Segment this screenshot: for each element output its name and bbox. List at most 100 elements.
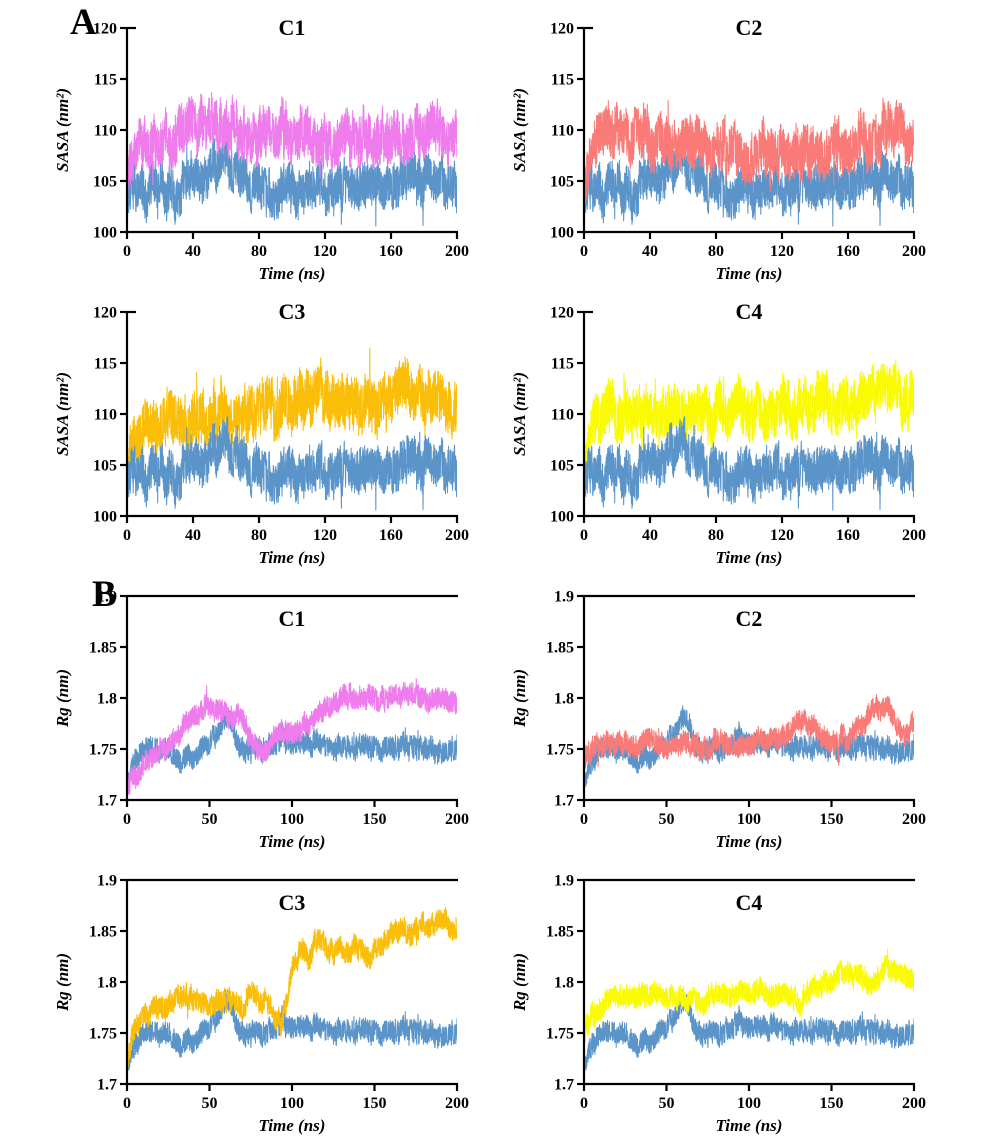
y-axis-label: Rg (nm): [53, 669, 72, 728]
y-tick-label: 120: [93, 21, 117, 38]
x-tick-label: 80: [708, 527, 724, 544]
series-group: [584, 948, 914, 1071]
x-axis-label: Time (ns): [259, 832, 326, 851]
x-tick-label: 100: [280, 1095, 304, 1112]
y-tick-label: 110: [94, 123, 117, 140]
chart-A-C4: 0 40 80 120 160 200 100 105 110 115 120 Time (ns) SA…: [499, 286, 944, 570]
x-tick-label: 200: [902, 527, 926, 544]
chart-canvas-B-C1: 0 50 100 150 200 1.7 1.75 1.8 1.85 1.9 Time (ns) Rg…: [53, 589, 469, 852]
y-tick-label: 1.85: [546, 640, 574, 657]
x-tick-label: 50: [659, 1095, 675, 1112]
chart-title: C2: [736, 15, 763, 40]
x-tick-label: 200: [902, 811, 926, 828]
x-tick-label: 200: [902, 243, 926, 260]
x-tick-label: 0: [580, 243, 588, 260]
y-tick-label: 1.7: [554, 1077, 574, 1094]
x-axis-label: Time (ns): [259, 264, 326, 283]
series-group: [127, 677, 457, 796]
x-axis-label: Time (ns): [716, 832, 783, 851]
x-axis-label: Time (ns): [259, 548, 326, 567]
chart-title: C4: [736, 299, 763, 324]
y-axis-label: SASA (nm²): [510, 88, 529, 172]
x-tick-label: 80: [708, 243, 724, 260]
y-tick-label: 1.85: [89, 924, 117, 941]
x-tick-label: 200: [445, 811, 469, 828]
series-line-yellow: [584, 948, 914, 1042]
y-axis-label: SASA (nm²): [53, 88, 72, 172]
y-tick-label: 1.9: [97, 873, 117, 890]
y-tick-label: 1.85: [546, 924, 574, 941]
panel-b-chart-grid: 0 50 100 150 200 1.7 1.75 1.8 1.85 1.9 Time (ns) Rg…: [42, 570, 1000, 1138]
y-tick-label: 105: [550, 458, 574, 475]
x-tick-label: 40: [185, 527, 201, 544]
y-tick-label: 1.7: [97, 793, 117, 810]
x-tick-label: 40: [185, 243, 201, 260]
x-axis-label: Time (ns): [716, 264, 783, 283]
x-tick-label: 160: [836, 527, 860, 544]
y-tick-label: 1.7: [97, 1077, 117, 1094]
series-group: [127, 91, 457, 227]
y-tick-label: 110: [94, 407, 117, 424]
chart-title: C1: [279, 15, 306, 40]
x-tick-label: 40: [642, 243, 658, 260]
series-line-amber: [127, 906, 457, 1068]
panel-A: A 0 40 80 120 160 200 100 105 110 115 120 Time (ns)…: [0, 2, 1000, 570]
chart-title: C3: [279, 890, 306, 915]
x-tick-label: 80: [251, 243, 267, 260]
x-tick-label: 120: [770, 243, 794, 260]
y-tick-label: 100: [93, 509, 117, 526]
y-tick-label: 100: [550, 225, 574, 242]
y-tick-label: 1.9: [554, 589, 574, 606]
series-line-coral: [584, 97, 914, 204]
x-tick-label: 100: [280, 811, 304, 828]
x-tick-label: 120: [313, 527, 337, 544]
chart-title: C3: [279, 299, 306, 324]
y-tick-label: 1.75: [546, 742, 574, 759]
x-tick-label: 80: [251, 527, 267, 544]
x-tick-label: 200: [445, 1095, 469, 1112]
x-tick-label: 0: [580, 1095, 588, 1112]
series-group: [584, 97, 914, 227]
series-line-coral: [584, 694, 914, 769]
panel-B: B 0 50 100 150 200 1.7 1.75 1.8 1.85 1.9 Time (ns)…: [0, 570, 1000, 1138]
series-line-yellow: [584, 359, 914, 489]
y-axis-label: SASA (nm²): [510, 372, 529, 456]
axes: [120, 26, 459, 239]
chart-canvas-B-C2: 0 50 100 150 200 1.7 1.75 1.8 1.85 1.9 Time (ns) Rg…: [510, 589, 926, 852]
y-tick-label: 1.8: [97, 691, 117, 708]
x-axis-label: Time (ns): [259, 1116, 326, 1135]
y-tick-label: 1.8: [97, 975, 117, 992]
y-tick-label: 1.9: [97, 589, 117, 606]
chart-canvas-A-C2: 0 40 80 120 160 200 100 105 110 115 120 Time (ns) SA…: [510, 15, 926, 283]
chart-title: C4: [736, 890, 763, 915]
y-axis-label: Rg (nm): [510, 953, 529, 1012]
y-axis-label: SASA (nm²): [53, 372, 72, 456]
y-tick-label: 105: [550, 174, 574, 191]
x-tick-label: 150: [363, 811, 387, 828]
x-tick-label: 200: [445, 243, 469, 260]
chart-A-C3: 0 40 80 120 160 200 100 105 110 115 120 Time (ns) SA…: [42, 286, 487, 570]
y-tick-label: 1.75: [89, 742, 117, 759]
y-tick-label: 115: [94, 72, 117, 89]
y-tick-label: 1.8: [554, 975, 574, 992]
x-tick-label: 120: [313, 243, 337, 260]
series-line-blue: [584, 415, 914, 511]
x-tick-label: 40: [642, 527, 658, 544]
series-line-blue: [127, 131, 457, 227]
x-axis-label: Time (ns): [716, 1116, 783, 1135]
chart-B-C3: 0 50 100 150 200 1.7 1.75 1.8 1.85 1.9 Time (ns) Rg…: [42, 854, 487, 1138]
y-tick-label: 1.75: [89, 1026, 117, 1043]
panel-b-label: B: [92, 574, 117, 615]
series-group: [127, 906, 457, 1071]
axes: [577, 594, 916, 807]
x-tick-label: 160: [379, 527, 403, 544]
x-tick-label: 0: [123, 811, 131, 828]
series-line-blue: [127, 705, 457, 787]
x-tick-label: 50: [202, 1095, 218, 1112]
x-tick-label: 0: [580, 527, 588, 544]
axes: [120, 594, 459, 807]
axes: [577, 878, 916, 1091]
x-tick-label: 160: [379, 243, 403, 260]
chart-canvas-A-C1: 0 40 80 120 160 200 100 105 110 115 120 Time (ns) SA…: [53, 15, 469, 283]
chart-B-C2: 0 50 100 150 200 1.7 1.75 1.8 1.85 1.9 Time (ns) Rg…: [499, 570, 944, 854]
